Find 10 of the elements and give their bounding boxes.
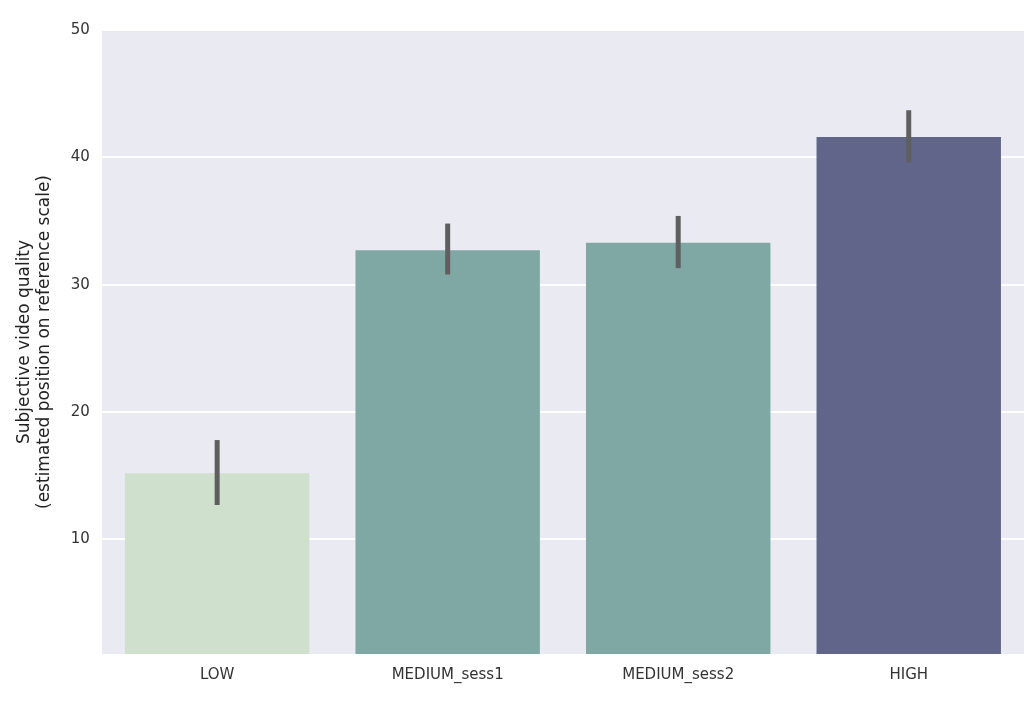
y-tick-label: 40	[70, 147, 90, 166]
x-tick-label: MEDIUM_sess2	[622, 664, 735, 684]
x-tick-label: HIGH	[889, 664, 929, 683]
y-tick-label: 30	[70, 274, 90, 293]
y-tick-label: 20	[70, 401, 90, 420]
y-tick-label: 10	[70, 529, 90, 548]
y-tick-label: 50	[70, 19, 90, 38]
x-tick-label: MEDIUM_sess1	[391, 664, 504, 684]
x-tick-label: LOW	[199, 664, 235, 683]
y-axis-title: Subjective video quality (estimated position on reference scale)	[12, 175, 54, 509]
